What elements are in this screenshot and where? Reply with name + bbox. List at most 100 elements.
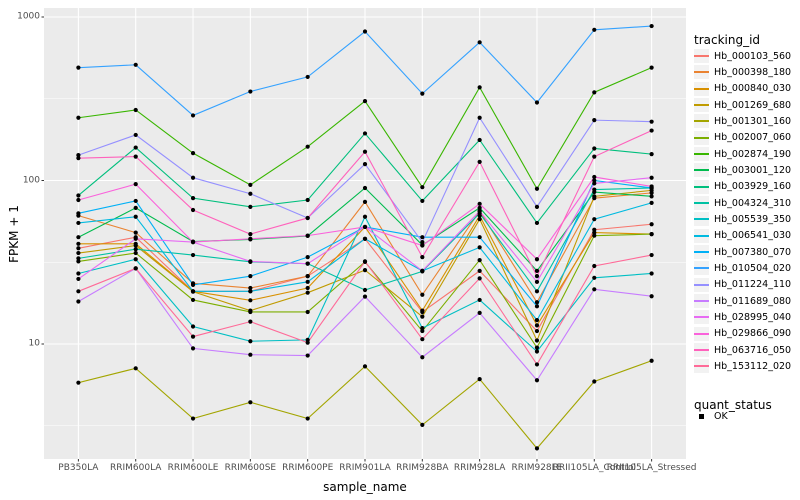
legend-item-label: Hb_001269_680 [714,99,792,111]
data-point [534,100,540,105]
y-tick-label-100: 100 [22,175,40,186]
data-point [248,400,253,405]
data-point [420,243,425,248]
legend-item-Hb_003001_120: Hb_003001_120 [694,162,791,178]
data-point [649,294,654,299]
data-point [362,287,368,293]
data-point [305,274,310,279]
legend-item-Hb_004324_310: Hb_004324_310 [694,195,791,211]
legend-item-Hb_000103_560: Hb_000103_560 [694,48,791,64]
legend-key-line-icon [694,179,709,194]
data-point [592,174,597,180]
data-point [133,257,138,262]
data-point [592,233,597,238]
data-point [420,314,425,319]
data-point [133,236,138,241]
legend-key-line-icon [694,49,709,64]
x-tick-label: RRIM600LA [110,463,162,473]
data-point [190,207,196,213]
data-point [534,268,540,273]
data-point [305,340,310,345]
data-point [592,227,597,232]
data-point [420,337,425,342]
legend-item-label: Hb_001301_160 [714,115,792,127]
legend-key-line-icon [694,212,709,227]
data-point [477,205,482,210]
data-point [420,308,425,313]
data-point [362,236,368,241]
legend-item-Hb_011689_080: Hb_011689_080 [694,293,791,309]
data-point [190,175,196,180]
data-point [420,91,425,96]
data-point [592,275,597,280]
data-point [133,230,138,235]
data-point [190,334,196,339]
data-point [477,310,482,315]
y-tick-label-10: 10 [28,338,40,349]
data-point [305,215,310,221]
legend-key-line-icon [694,277,709,292]
data-point [248,309,253,315]
legend-title-tracking-id: tracking_id [694,33,761,47]
data-point [76,211,81,216]
legend-key-line-icon [694,245,709,260]
legend-item-label: Hb_063716_050 [714,344,792,356]
data-point [76,241,81,246]
data-point [305,197,310,203]
data-point [477,217,482,222]
data-point [76,276,81,282]
data-point [362,268,368,273]
data-point [649,128,654,133]
data-point [362,259,368,264]
legend-key-line-icon [694,65,709,80]
data-point [133,145,138,150]
data-point [248,274,253,279]
legend-item-label: Hb_002874_190 [714,148,792,160]
data-point [534,186,540,191]
legend-item-Hb_002007_060: Hb_002007_060 [694,130,791,146]
data-point [305,261,310,266]
data-point [133,198,138,204]
legend-item-Hb_001269_680: Hb_001269_680 [694,97,791,113]
data-point [190,239,196,245]
legend-item-label: Hb_011224_110 [714,279,792,291]
legend-item-Hb_006541_030: Hb_006541_030 [694,228,791,244]
legend-panel: tracking_id Hb_000103_560 Hb_000398_180 Hb… [692,0,798,500]
data-point [305,279,310,284]
data-point [420,328,425,334]
legend-key-line-icon [694,98,709,113]
data-point [248,259,253,264]
legend-item-Hb_011224_110: Hb_011224_110 [694,277,791,293]
data-point [534,257,540,262]
data-point [362,294,368,299]
data-point [362,224,368,230]
data-point [534,378,540,383]
legend-key-line-icon [694,343,709,358]
data-point [477,376,482,382]
data-point [534,362,540,367]
data-point [477,208,482,214]
legend-item-label: Hb_029866_090 [714,328,792,340]
data-point [133,250,138,256]
data-point [649,119,654,124]
legend-item-list: Hb_000103_560 Hb_000398_180 Hb_000840_030 H… [694,48,791,375]
data-point [133,182,138,187]
data-point [133,107,138,113]
x-tick-label: RRII105LA_Control [553,463,636,473]
legend-key-line-icon [694,163,709,178]
data-point [76,259,81,264]
legend-key-line-icon [694,310,709,325]
data-point [534,204,540,209]
data-point [649,175,654,180]
data-point [477,235,482,240]
data-point [649,184,654,189]
legend-key-line-icon [694,147,709,162]
data-point [133,266,138,271]
x-tick-label: RRIM600SE [225,463,277,473]
legend-item-label: Hb_000103_560 [714,50,792,62]
data-point [649,152,654,157]
legend-item-label: Hb_007380_070 [714,246,792,258]
data-point [76,271,81,276]
data-point [190,324,196,329]
